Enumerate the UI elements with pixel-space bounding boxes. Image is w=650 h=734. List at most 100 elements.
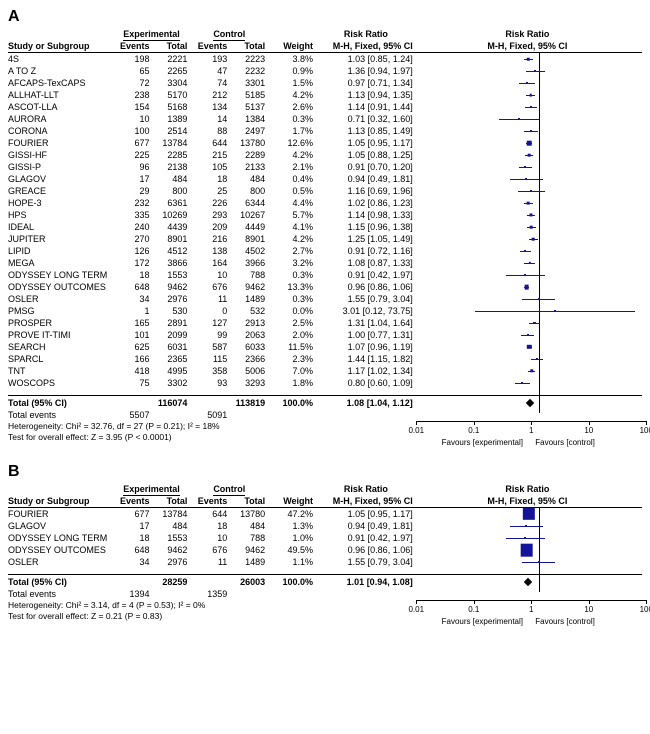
- ctrl-total: 1384: [227, 113, 265, 125]
- point-estimate: [529, 213, 532, 216]
- ctrl-events: 587: [193, 341, 227, 353]
- exp-events: 10: [116, 113, 150, 125]
- forest-panel: AExperimentalControlRisk RatioRisk Ratio…: [8, 8, 642, 451]
- axis-tick-label: 100: [640, 426, 650, 435]
- weight: 11.5%: [271, 341, 313, 353]
- ctrl-total: 8901: [227, 233, 265, 245]
- ctrl-total: 13780: [227, 508, 265, 520]
- weight: 12.6%: [271, 137, 313, 149]
- weight: 7.0%: [271, 365, 313, 377]
- exp-total: 2976: [150, 293, 188, 305]
- exp-total: 3304: [150, 77, 188, 89]
- heterogeneity: Heterogeneity: Chi² = 32.76, df = 27 (P …: [8, 421, 416, 432]
- ctrl-total: 5185: [227, 89, 265, 101]
- ctrl-events: 164: [193, 257, 227, 269]
- risk-ratio: 1.14 [0.98, 1.33]: [319, 209, 413, 221]
- risk-ratio: 1.15 [0.96, 1.38]: [319, 221, 413, 233]
- point-estimate: [529, 94, 532, 97]
- axis-tick-label: 0.1: [468, 426, 479, 435]
- total-events-ctrl: 1359: [193, 588, 227, 600]
- ctrl-total: 5006: [227, 365, 265, 377]
- exp-total: 2976: [150, 556, 188, 568]
- study-name: GISSI-HF: [8, 149, 116, 161]
- weight: 4.1%: [271, 221, 313, 233]
- reference-line: [539, 508, 540, 592]
- point-estimate: [523, 508, 535, 520]
- study-row: CORONA10025148824971.7%1.13 [0.85, 1.49]: [8, 125, 642, 137]
- weight: 2.6%: [271, 101, 313, 113]
- study-row: ODYSSEY OUTCOMES6489462676946213.3%0.96 …: [8, 281, 642, 293]
- exp-total: 2514: [150, 125, 188, 137]
- exp-total: 13784: [150, 508, 188, 520]
- favours-left: Favours [experimental]: [442, 617, 523, 626]
- exp-total: 2285: [150, 149, 188, 161]
- axis-tick-label: 1: [529, 605, 533, 614]
- ctrl-total: 4502: [227, 245, 265, 257]
- total-events-row: Total events55075091: [8, 409, 642, 421]
- ctrl-events: 14: [193, 113, 227, 125]
- weight: 3.8%: [271, 53, 313, 65]
- favours-left: Favours [experimental]: [442, 438, 523, 447]
- weight: 4.2%: [271, 149, 313, 161]
- risk-ratio: 0.97 [0.71, 1.34]: [319, 77, 413, 89]
- exp-total: 2365: [150, 353, 188, 365]
- ctrl-events: 11: [193, 293, 227, 305]
- study-name: FOURIER: [8, 137, 116, 149]
- study-name: SEARCH: [8, 341, 116, 353]
- point-estimate: [527, 334, 529, 336]
- weight: 0.3%: [271, 113, 313, 125]
- study-name: 4S: [8, 53, 116, 65]
- exp-events: 165: [116, 317, 150, 329]
- exp-total: 2891: [150, 317, 188, 329]
- study-row: GISSI-P96213810521332.1%0.91 [0.70, 1.20…: [8, 161, 642, 173]
- weight: 2.0%: [271, 329, 313, 341]
- total-label: Total (95% CI): [8, 576, 116, 588]
- exp-events: 172: [116, 257, 150, 269]
- study-name: AFCAPS-TexCAPS: [8, 77, 116, 89]
- risk-ratio: 1.55 [0.79, 3.04]: [319, 293, 413, 305]
- risk-ratio: 0.91 [0.42, 1.97]: [319, 532, 413, 544]
- exp-events: 18: [116, 532, 150, 544]
- study-name: GISSI-P: [8, 161, 116, 173]
- exp-events: 270: [116, 233, 150, 245]
- ctrl-total: 9462: [227, 281, 265, 293]
- exp-total: 6361: [150, 197, 188, 209]
- weight: 2.1%: [271, 161, 313, 173]
- point-estimate: [530, 226, 533, 229]
- total-events-row: Total events13941359: [8, 588, 642, 600]
- ctrl-events: 226: [193, 197, 227, 209]
- point-estimate: [524, 274, 526, 276]
- study-row: GLAGOV17484184841.3%0.94 [0.49, 1.81]: [8, 520, 642, 532]
- study-name: GLAGOV: [8, 173, 116, 185]
- point-estimate: [532, 238, 535, 241]
- ctrl-total: 484: [227, 173, 265, 185]
- weight: 0.5%: [271, 185, 313, 197]
- ctrl-events: 115: [193, 353, 227, 365]
- exp-total: 8901: [150, 233, 188, 245]
- point-estimate: [526, 82, 528, 84]
- exp-total: 1553: [150, 532, 188, 544]
- total-ctrl: 26003: [227, 576, 265, 588]
- exp-total: 10269: [150, 209, 188, 221]
- study-row: TNT418499535850067.0%1.17 [1.02, 1.34]: [8, 365, 642, 377]
- study-name: LIPID: [8, 245, 116, 257]
- risk-ratio: 0.71 [0.32, 1.60]: [319, 113, 413, 125]
- risk-ratio: 1.03 [0.85, 1.24]: [319, 53, 413, 65]
- exp-total: 3866: [150, 257, 188, 269]
- axis-tick: [646, 421, 647, 425]
- ctrl-total: 3301: [227, 77, 265, 89]
- study-row: IDEAL240443920944494.1%1.15 [0.96, 1.38]: [8, 221, 642, 233]
- point-estimate: [554, 310, 556, 312]
- exp-total: 5168: [150, 101, 188, 113]
- ctrl-total: 3966: [227, 257, 265, 269]
- hdr-ctrl: Control: [213, 483, 245, 496]
- point-estimate: [527, 345, 531, 349]
- diamond: [524, 578, 532, 586]
- study-name: FOURIER: [8, 508, 116, 520]
- total-rr: 1.01 [0.94, 1.08]: [319, 576, 413, 588]
- favours-right: Favours [control]: [535, 438, 595, 447]
- exp-events: 101: [116, 329, 150, 341]
- axis-tick: [416, 421, 417, 425]
- exp-events: 418: [116, 365, 150, 377]
- ctrl-events: 215: [193, 149, 227, 161]
